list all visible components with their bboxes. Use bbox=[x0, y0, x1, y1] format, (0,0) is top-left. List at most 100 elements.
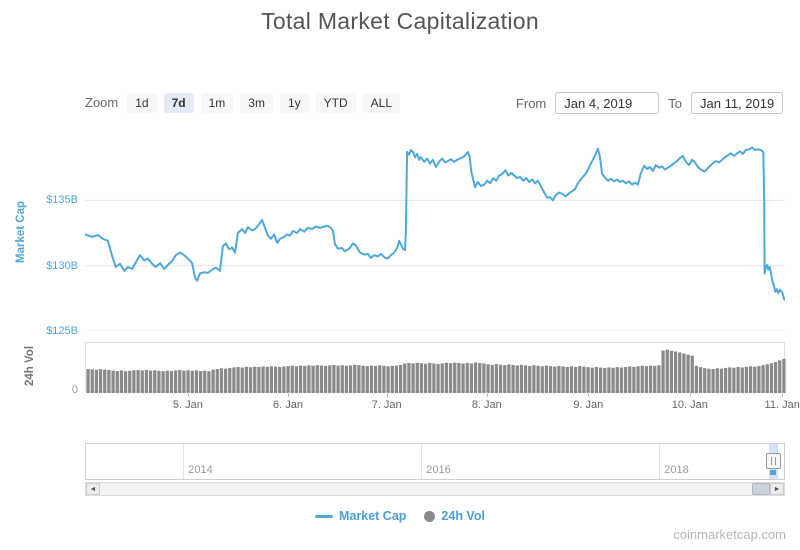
volume-bar bbox=[473, 362, 478, 393]
from-date-input[interactable] bbox=[555, 92, 660, 114]
volume-bar bbox=[290, 365, 294, 393]
legend-label: Market Cap bbox=[339, 509, 407, 523]
volume-bar bbox=[86, 369, 90, 393]
market-cap-chart-pane[interactable] bbox=[85, 135, 785, 331]
scrollbar-track[interactable]: ◄ ► bbox=[85, 482, 785, 496]
volume-bar bbox=[757, 365, 761, 393]
volume-bar bbox=[490, 364, 494, 393]
zoom-button-ytd[interactable]: YTD bbox=[315, 92, 356, 113]
volume-bar bbox=[469, 363, 474, 393]
zoom-button-1m[interactable]: 1m bbox=[200, 92, 234, 113]
navigator-gridline bbox=[183, 444, 185, 479]
market-cap-line bbox=[85, 146, 785, 302]
scrollbar-right-button[interactable]: ► bbox=[770, 483, 784, 495]
volume-bar bbox=[536, 365, 540, 393]
volume-bar bbox=[578, 366, 582, 393]
navigator[interactable]: 2014 2016 2018 bbox=[85, 443, 785, 480]
legend-label: 24h Vol bbox=[441, 509, 485, 523]
volume-bar bbox=[103, 369, 107, 393]
navigator-year-label: 2014 bbox=[188, 464, 213, 476]
volume-bar bbox=[503, 365, 507, 393]
volume-bar bbox=[336, 365, 340, 393]
navigator-gridline bbox=[421, 444, 423, 479]
y-tick-label: $125B bbox=[46, 325, 78, 337]
volume-bar bbox=[607, 367, 611, 393]
volume-bar bbox=[144, 369, 149, 393]
volume-bar bbox=[244, 366, 249, 393]
volume-chart-pane[interactable] bbox=[85, 342, 786, 393]
volume-bar bbox=[686, 354, 690, 393]
volume-bar bbox=[740, 367, 744, 393]
volume-bar bbox=[519, 364, 524, 393]
zoom-button-1y[interactable]: 1y bbox=[279, 92, 309, 113]
x-tick-mark bbox=[486, 392, 488, 397]
to-date-input[interactable] bbox=[691, 92, 783, 114]
volume-bar bbox=[694, 365, 699, 393]
volume-bar bbox=[778, 360, 782, 393]
volume-bar bbox=[98, 369, 103, 393]
volume-bar bbox=[440, 363, 444, 393]
volume-bar bbox=[715, 368, 719, 393]
volume-bar bbox=[328, 365, 332, 393]
volume-bar bbox=[219, 368, 224, 393]
scrollbar-left-button[interactable]: ◄ bbox=[86, 483, 100, 495]
legend-item-24h-vol[interactable]: 24h Vol bbox=[424, 509, 485, 523]
volume-bar bbox=[236, 367, 240, 393]
volume-bar bbox=[632, 366, 636, 393]
zoom-button-7d[interactable]: 7d bbox=[163, 92, 194, 113]
scrollbar-thumb[interactable] bbox=[752, 483, 770, 495]
volume-bar bbox=[369, 365, 374, 393]
volume-bar bbox=[432, 363, 436, 393]
watermark: coinmarketcap.com bbox=[673, 527, 786, 542]
zoom-button-3m[interactable]: 3m bbox=[240, 92, 273, 113]
volume-bar bbox=[407, 363, 411, 393]
zoom-button-all[interactable]: ALL bbox=[362, 92, 400, 113]
volume-bar bbox=[157, 370, 161, 393]
volume-bar bbox=[198, 371, 203, 393]
volume-bar bbox=[123, 371, 128, 393]
navigator-handle[interactable] bbox=[766, 453, 782, 469]
y-axis-title-market-cap: Market Cap bbox=[15, 201, 27, 263]
volume-bar bbox=[486, 364, 490, 393]
volume-bar bbox=[319, 365, 324, 393]
zoom-button-1d[interactable]: 1d bbox=[127, 92, 157, 113]
volume-bar bbox=[657, 365, 661, 393]
volume-bar bbox=[682, 353, 686, 393]
navigator-year-label: 2018 bbox=[664, 464, 689, 476]
volume-bar bbox=[373, 365, 378, 393]
y-tick-label: $135B bbox=[46, 194, 78, 207]
volume-bar bbox=[723, 367, 728, 393]
volume-bar bbox=[265, 366, 269, 393]
volume-bar bbox=[382, 365, 386, 393]
volume-bar bbox=[140, 370, 144, 393]
volume-bar bbox=[286, 366, 290, 393]
volume-bar bbox=[148, 370, 153, 393]
from-label: From bbox=[515, 95, 547, 111]
legend-item-market-cap[interactable]: Market Cap bbox=[315, 509, 406, 523]
volume-bar bbox=[128, 370, 132, 393]
volume-bar bbox=[603, 367, 607, 393]
volume-bar bbox=[598, 367, 603, 393]
x-tick-mark bbox=[187, 392, 189, 397]
volume-bar bbox=[644, 366, 649, 393]
volume-bar bbox=[165, 370, 169, 393]
volume-bar bbox=[582, 366, 586, 393]
volume-bar bbox=[190, 370, 194, 393]
volume-bar bbox=[665, 349, 669, 393]
x-tick-label: 6. Jan bbox=[273, 399, 303, 411]
volume-bar bbox=[561, 366, 565, 393]
volume-bar bbox=[594, 367, 599, 393]
volume-bar bbox=[544, 365, 549, 393]
volume-bar bbox=[115, 371, 119, 393]
volume-bar-chart bbox=[86, 349, 786, 393]
volume-bar bbox=[482, 363, 486, 393]
volume-bar bbox=[494, 364, 499, 393]
volume-bar bbox=[203, 370, 207, 393]
volume-bar bbox=[398, 365, 403, 393]
volume-bar bbox=[282, 366, 286, 393]
volume-bar bbox=[444, 362, 449, 393]
volume-bar bbox=[428, 363, 432, 393]
volume-bar bbox=[132, 370, 136, 393]
x-tick-mark bbox=[689, 392, 691, 397]
volume-bar bbox=[573, 366, 578, 393]
